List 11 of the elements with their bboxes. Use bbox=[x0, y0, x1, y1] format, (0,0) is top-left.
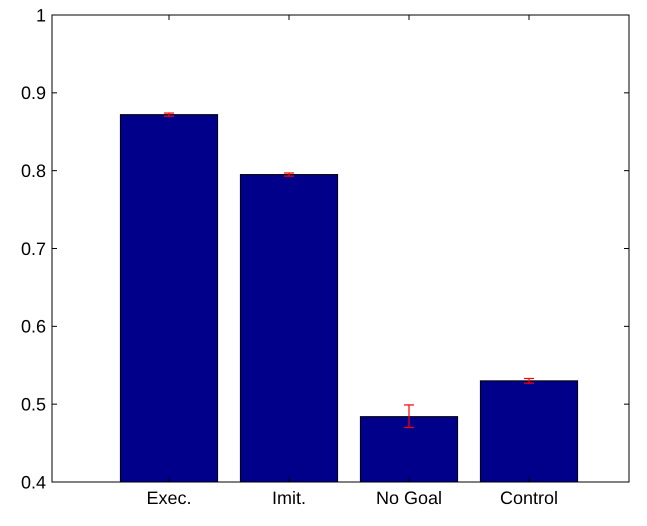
y-tick-label: 0.9 bbox=[20, 83, 46, 104]
y-tick-label: 1 bbox=[36, 5, 46, 26]
x-tick-label: Exec. bbox=[146, 488, 192, 508]
x-tick-label: No Goal bbox=[376, 488, 442, 508]
y-tick-label: 0.4 bbox=[20, 472, 46, 492]
y-tick-label: 0.6 bbox=[20, 316, 46, 337]
y-tick-label: 0.8 bbox=[20, 160, 46, 181]
y-tick-label: 0.5 bbox=[20, 394, 46, 414]
x-tick-label: Imit. bbox=[272, 488, 306, 508]
x-tick-label: Control bbox=[500, 488, 558, 508]
y-tick-label: 0.7 bbox=[20, 238, 46, 259]
